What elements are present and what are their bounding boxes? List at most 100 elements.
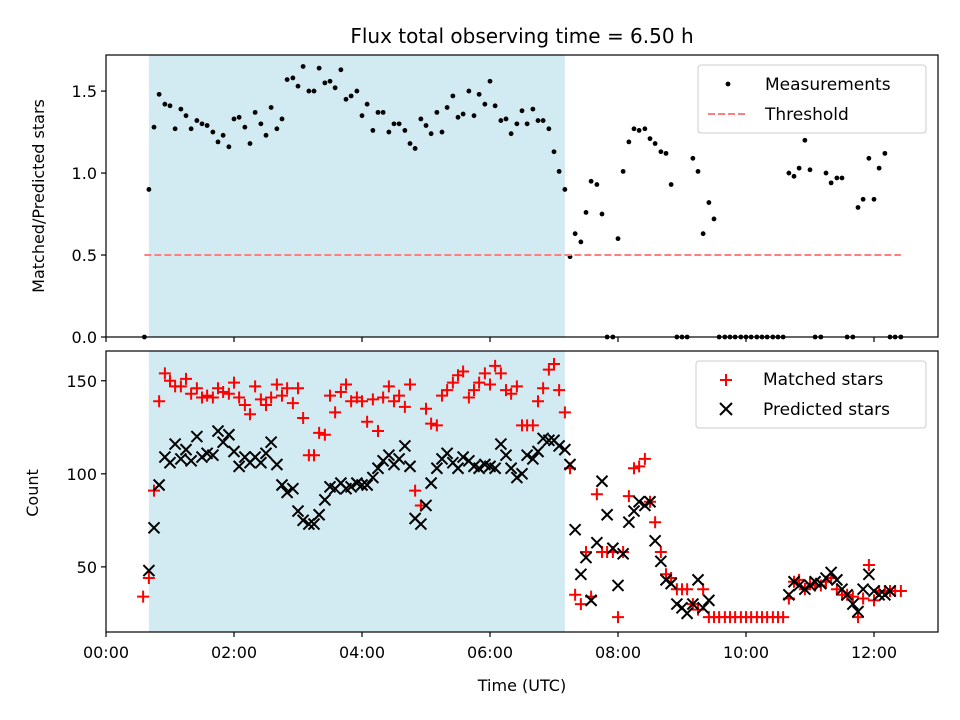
measurement-point — [316, 65, 322, 71]
measurement-point — [252, 109, 258, 115]
measurement-point — [188, 126, 194, 132]
bottom-x-tick-label: 00:00 — [83, 643, 129, 662]
predicted-stars-point — [275, 478, 289, 492]
matched-stars-point — [324, 389, 336, 402]
predicted-stars-point — [264, 435, 278, 449]
predicted-stars-point — [616, 547, 630, 561]
top-y-axis-label: Matched/Predicted stars — [29, 99, 48, 293]
measurement-point — [210, 129, 216, 135]
bottom-x-tick-label: 08:00 — [595, 643, 641, 662]
matched-stars-point — [505, 387, 518, 400]
matched-stars-point — [217, 385, 230, 398]
measurement-point — [700, 231, 706, 237]
predicted-stars-point — [318, 493, 332, 507]
predicted-stars-point — [686, 597, 700, 611]
measurement-point — [839, 175, 845, 181]
measurement-point — [615, 236, 621, 242]
predicted-stars-point — [862, 568, 876, 581]
predicted-stars-point — [488, 462, 502, 475]
matched-stars-point — [228, 376, 240, 389]
measurement-point — [364, 101, 370, 107]
measurement-point — [535, 118, 541, 123]
measurement-point — [876, 165, 882, 171]
matched-stars-point — [510, 380, 523, 393]
predicted-stars-point — [206, 449, 220, 462]
matched-stars-point — [153, 395, 166, 408]
measurement-point — [540, 118, 546, 123]
measurement-point — [668, 182, 674, 187]
matched-stars-point — [142, 572, 155, 585]
predicted-stars-point — [542, 434, 556, 447]
measurement-point — [306, 88, 312, 94]
legend-measurements-marker — [725, 81, 731, 87]
bottom-plot-area: 00:00 02:00 04:00 06:00 08:00 10:00 12:00 50 100… — [66, 350, 939, 662]
measurement-point — [279, 116, 285, 122]
measurement-point — [156, 91, 162, 97]
predicted-stars-point — [398, 439, 412, 453]
matched-stars-point — [164, 374, 176, 387]
matched-stars-point — [185, 387, 198, 400]
measurement-point — [866, 155, 872, 161]
predicted-stars-point — [211, 424, 225, 438]
predicted-stars-point — [558, 443, 572, 456]
top-legend-box — [697, 64, 927, 134]
measurement-point — [642, 126, 648, 132]
measurement-point — [236, 114, 242, 120]
measurement-point — [882, 150, 888, 156]
predicted-stars-point — [648, 534, 662, 548]
matched-stars-point — [260, 398, 272, 411]
predicted-stars-point — [344, 480, 358, 494]
measurement-point — [215, 139, 221, 145]
matched-stars-point — [366, 393, 379, 406]
predicted-stars-point — [552, 439, 566, 453]
predicted-stars-point — [456, 450, 470, 464]
measurement-point — [492, 103, 498, 109]
measurement-point — [151, 124, 157, 130]
matched-stars-point — [270, 378, 283, 391]
measurement-point — [300, 64, 306, 69]
matched-stars-point — [628, 462, 640, 475]
matched-stars-point — [468, 384, 480, 397]
matched-stars-point — [393, 389, 406, 402]
predicted-stars-point — [168, 437, 182, 451]
bottom-x-tick-label: 04:00 — [339, 643, 385, 662]
predicted-stars-point — [371, 462, 385, 475]
measurement-point — [284, 77, 290, 82]
measurement-point — [226, 144, 232, 150]
predicted-stars-point — [622, 515, 636, 529]
measurement-point — [194, 118, 200, 123]
measurement-point — [583, 209, 589, 215]
predicted-stars-point — [851, 605, 865, 618]
measurement-point — [807, 167, 813, 173]
bottom-axes-frame — [105, 350, 939, 633]
predicted-stars-point — [179, 443, 193, 456]
matched-stars-point — [894, 585, 907, 598]
predicted-stars-point — [286, 482, 300, 495]
measurement-point — [594, 182, 600, 187]
measurement-point — [327, 78, 333, 84]
matched-stars-point — [254, 393, 267, 406]
matched-stars-point — [404, 378, 416, 391]
predicted-stars-point — [451, 462, 465, 475]
predicted-stars-point — [600, 508, 614, 521]
matched-stars-point — [356, 395, 368, 408]
predicted-stars-point — [440, 447, 454, 460]
legend-predicted-marker — [719, 402, 733, 416]
matched-stars-point — [542, 363, 555, 376]
matched-stars-point — [398, 400, 411, 413]
top-observing-interval-shade — [148, 55, 565, 337]
predicted-stars-point — [280, 486, 294, 499]
measurement-point — [588, 178, 594, 184]
measurement-point — [242, 124, 248, 130]
legend-measurements-label: Measurements — [765, 75, 891, 95]
measurement-point — [860, 196, 866, 202]
top-y-tick-label: 0.0 — [72, 328, 97, 347]
bottom-x-tick-label: 02:00 — [211, 643, 257, 662]
measurement-point — [402, 128, 408, 133]
measurement-point — [375, 109, 381, 115]
predicted-stars-point — [307, 517, 321, 531]
matched-stars-point — [526, 419, 539, 432]
measurement-point — [471, 113, 477, 119]
matched-stars-point — [409, 484, 422, 497]
